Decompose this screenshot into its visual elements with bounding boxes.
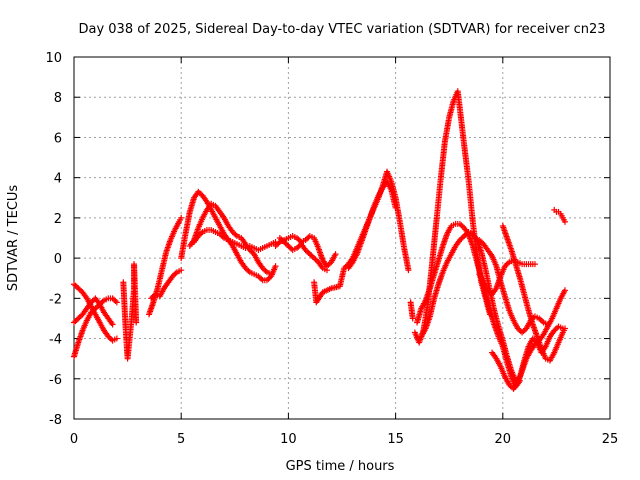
series-track-f: [178, 188, 279, 284]
series-track-p: [476, 257, 538, 298]
data-point: [272, 263, 279, 270]
data-point: [531, 261, 538, 268]
data-point: [178, 267, 185, 274]
x-tick-labels: 0 5 10 15 20 25: [70, 432, 618, 447]
data-point: [268, 271, 275, 278]
series-track-b: [71, 281, 120, 344]
x-tick-label: 10: [280, 432, 297, 447]
y-tick-labels: -8 -6 -4 -2 0 2 4 6 8 10: [45, 51, 62, 428]
series-track-j: [276, 235, 330, 274]
series-track-s: [489, 287, 568, 392]
x-tick-label: 15: [387, 432, 404, 447]
series-track-d: [146, 214, 185, 318]
x-axis-label: GPS time / hours: [286, 459, 395, 474]
y-tick-label: 8: [54, 91, 62, 106]
series-isolated-b: [407, 299, 416, 322]
series-track-i: [272, 232, 339, 270]
data-point: [113, 335, 120, 342]
series-track-a: [71, 295, 120, 360]
data-point: [561, 218, 568, 225]
y-tick-label: -6: [49, 373, 62, 388]
series-track-r: [499, 222, 568, 364]
series-track-h: [186, 200, 275, 278]
x-tick-label: 5: [177, 432, 185, 447]
x-tick-label: 0: [70, 432, 78, 447]
y-tick-label: -2: [49, 292, 62, 307]
data-point: [113, 299, 120, 306]
y-tick-label: 2: [54, 212, 62, 227]
data-point: [323, 267, 330, 274]
series-track-t: [551, 206, 568, 225]
y-tick-label: 6: [54, 131, 62, 146]
data-point: [178, 214, 185, 221]
data-point: [392, 204, 399, 211]
data-point: [332, 251, 339, 258]
series-isolated: [120, 261, 140, 362]
y-tick-label: 0: [54, 252, 62, 267]
series-track-m: [411, 88, 493, 346]
data-point: [109, 321, 116, 328]
y-tick-label: 4: [54, 172, 62, 187]
series-track-e: [148, 267, 185, 302]
data-point: [561, 325, 568, 332]
series-track-c: [71, 295, 116, 328]
y-axis-label: SDTVAR / TECUs: [6, 185, 21, 292]
series-track-l: [345, 178, 399, 272]
axis-ticks: [73, 56, 611, 420]
x-tick-label: 25: [602, 432, 619, 447]
series-track-q: [476, 237, 551, 336]
data-point: [561, 287, 568, 294]
data-points: [71, 88, 568, 392]
y-tick-label: 10: [45, 51, 62, 66]
y-tick-label: -4: [49, 333, 62, 348]
data-point: [405, 267, 412, 274]
chart-title: Day 038 of 2025, Sidereal Day-to-day VTE…: [78, 22, 605, 37]
series-track-o: [418, 228, 566, 384]
data-point: [409, 315, 416, 322]
grid-lines: [74, 57, 610, 419]
data-point: [133, 319, 140, 326]
x-tick-label: 20: [495, 432, 512, 447]
plot-frame: [73, 56, 611, 420]
y-tick-label: -8: [49, 413, 62, 428]
